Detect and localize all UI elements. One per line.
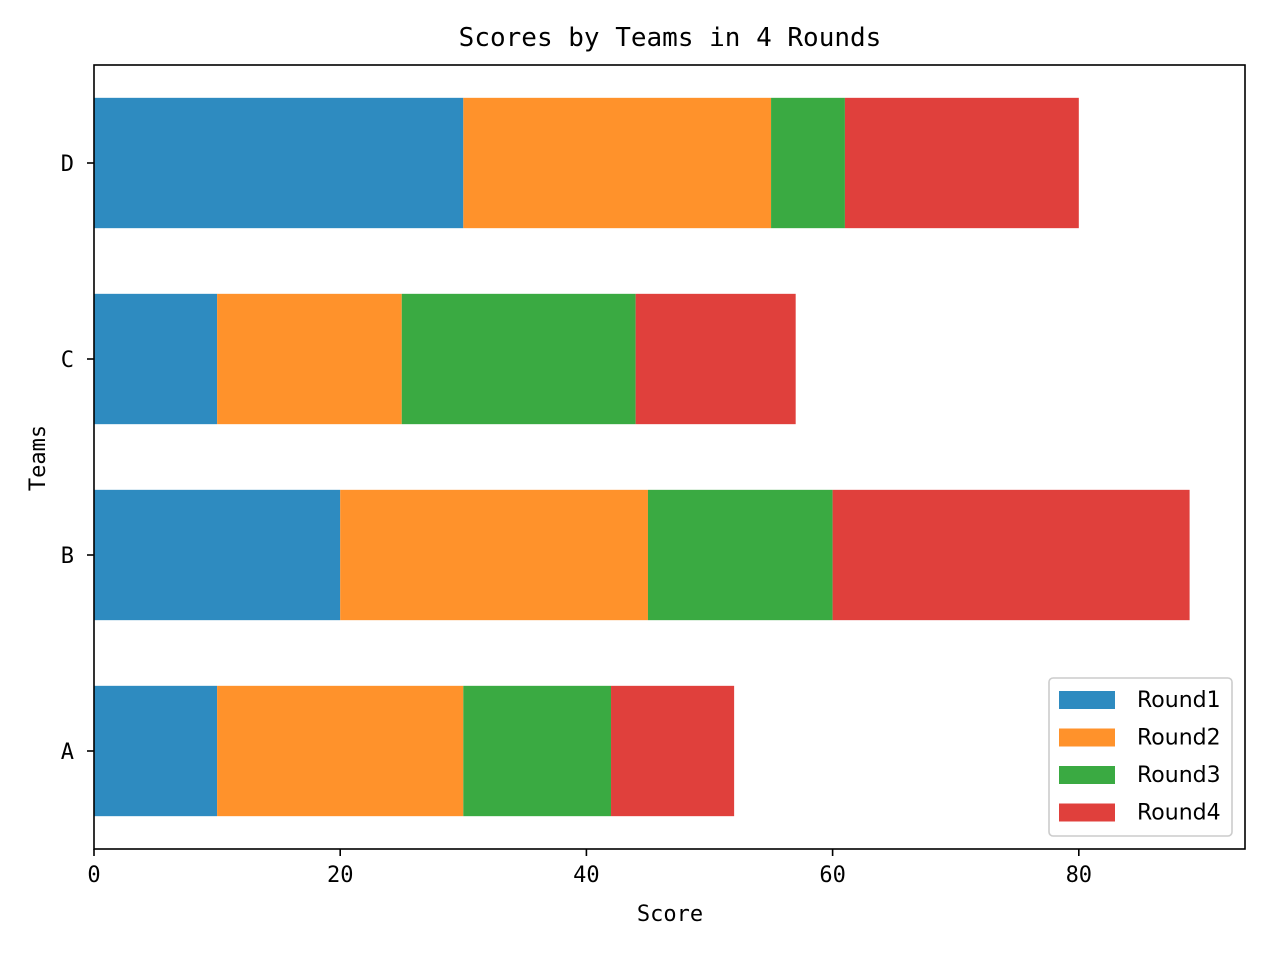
y-axis-ticks: A B C D [61, 152, 94, 765]
bar-b-round4 [832, 489, 1190, 621]
bar-b-round2 [340, 489, 648, 621]
x-axis-label: Score [637, 902, 703, 927]
legend-swatch-round2 [1059, 728, 1115, 747]
bar-c-round2 [217, 293, 402, 425]
legend-label-round1: Round1 [1137, 688, 1221, 713]
y-tick-label: A [61, 740, 74, 765]
legend-label-round3: Round3 [1137, 763, 1221, 788]
bar-d-round1 [94, 97, 464, 229]
bar-a-round2 [217, 685, 464, 817]
bar-c-round1 [94, 293, 218, 425]
legend: Round1 Round2 Round3 Round4 [1048, 677, 1233, 837]
plot-frame [93, 64, 1246, 850]
bar-b-round1 [94, 489, 341, 621]
bar-a-round1 [94, 685, 218, 817]
legend-frame [1048, 677, 1233, 837]
legend-swatch-round4 [1059, 803, 1115, 822]
legend-swatch-round3 [1059, 766, 1115, 784]
x-tick-label: 40 [573, 863, 600, 888]
x-tick-label: 20 [327, 863, 354, 888]
bar-a-round4 [611, 685, 735, 817]
y-tick-label: B [61, 544, 74, 569]
bar-d-round3 [771, 97, 845, 229]
x-tick-label: 60 [819, 863, 846, 888]
x-tick-label: 80 [1066, 863, 1093, 888]
legend-swatch-round1 [1059, 691, 1115, 709]
x-axis-ticks: 0 20 40 60 80 [87, 849, 1092, 888]
chart-title: Scores by Teams in 4 Rounds [459, 23, 882, 53]
bar-c-round4 [635, 293, 796, 425]
y-tick-label: C [61, 348, 74, 373]
x-tick-label: 0 [87, 863, 100, 888]
y-tick-label: D [61, 152, 74, 177]
bars-layer [94, 97, 1190, 817]
y-axis-label: Teams [26, 425, 51, 491]
bar-d-round4 [844, 97, 1079, 229]
bar-a-round3 [463, 685, 612, 817]
bar-d-round2 [463, 97, 772, 229]
bar-c-round3 [401, 293, 636, 425]
legend-label-round4: Round4 [1137, 801, 1221, 826]
legend-label-round2: Round2 [1137, 726, 1221, 751]
bar-b-round3 [647, 489, 833, 621]
